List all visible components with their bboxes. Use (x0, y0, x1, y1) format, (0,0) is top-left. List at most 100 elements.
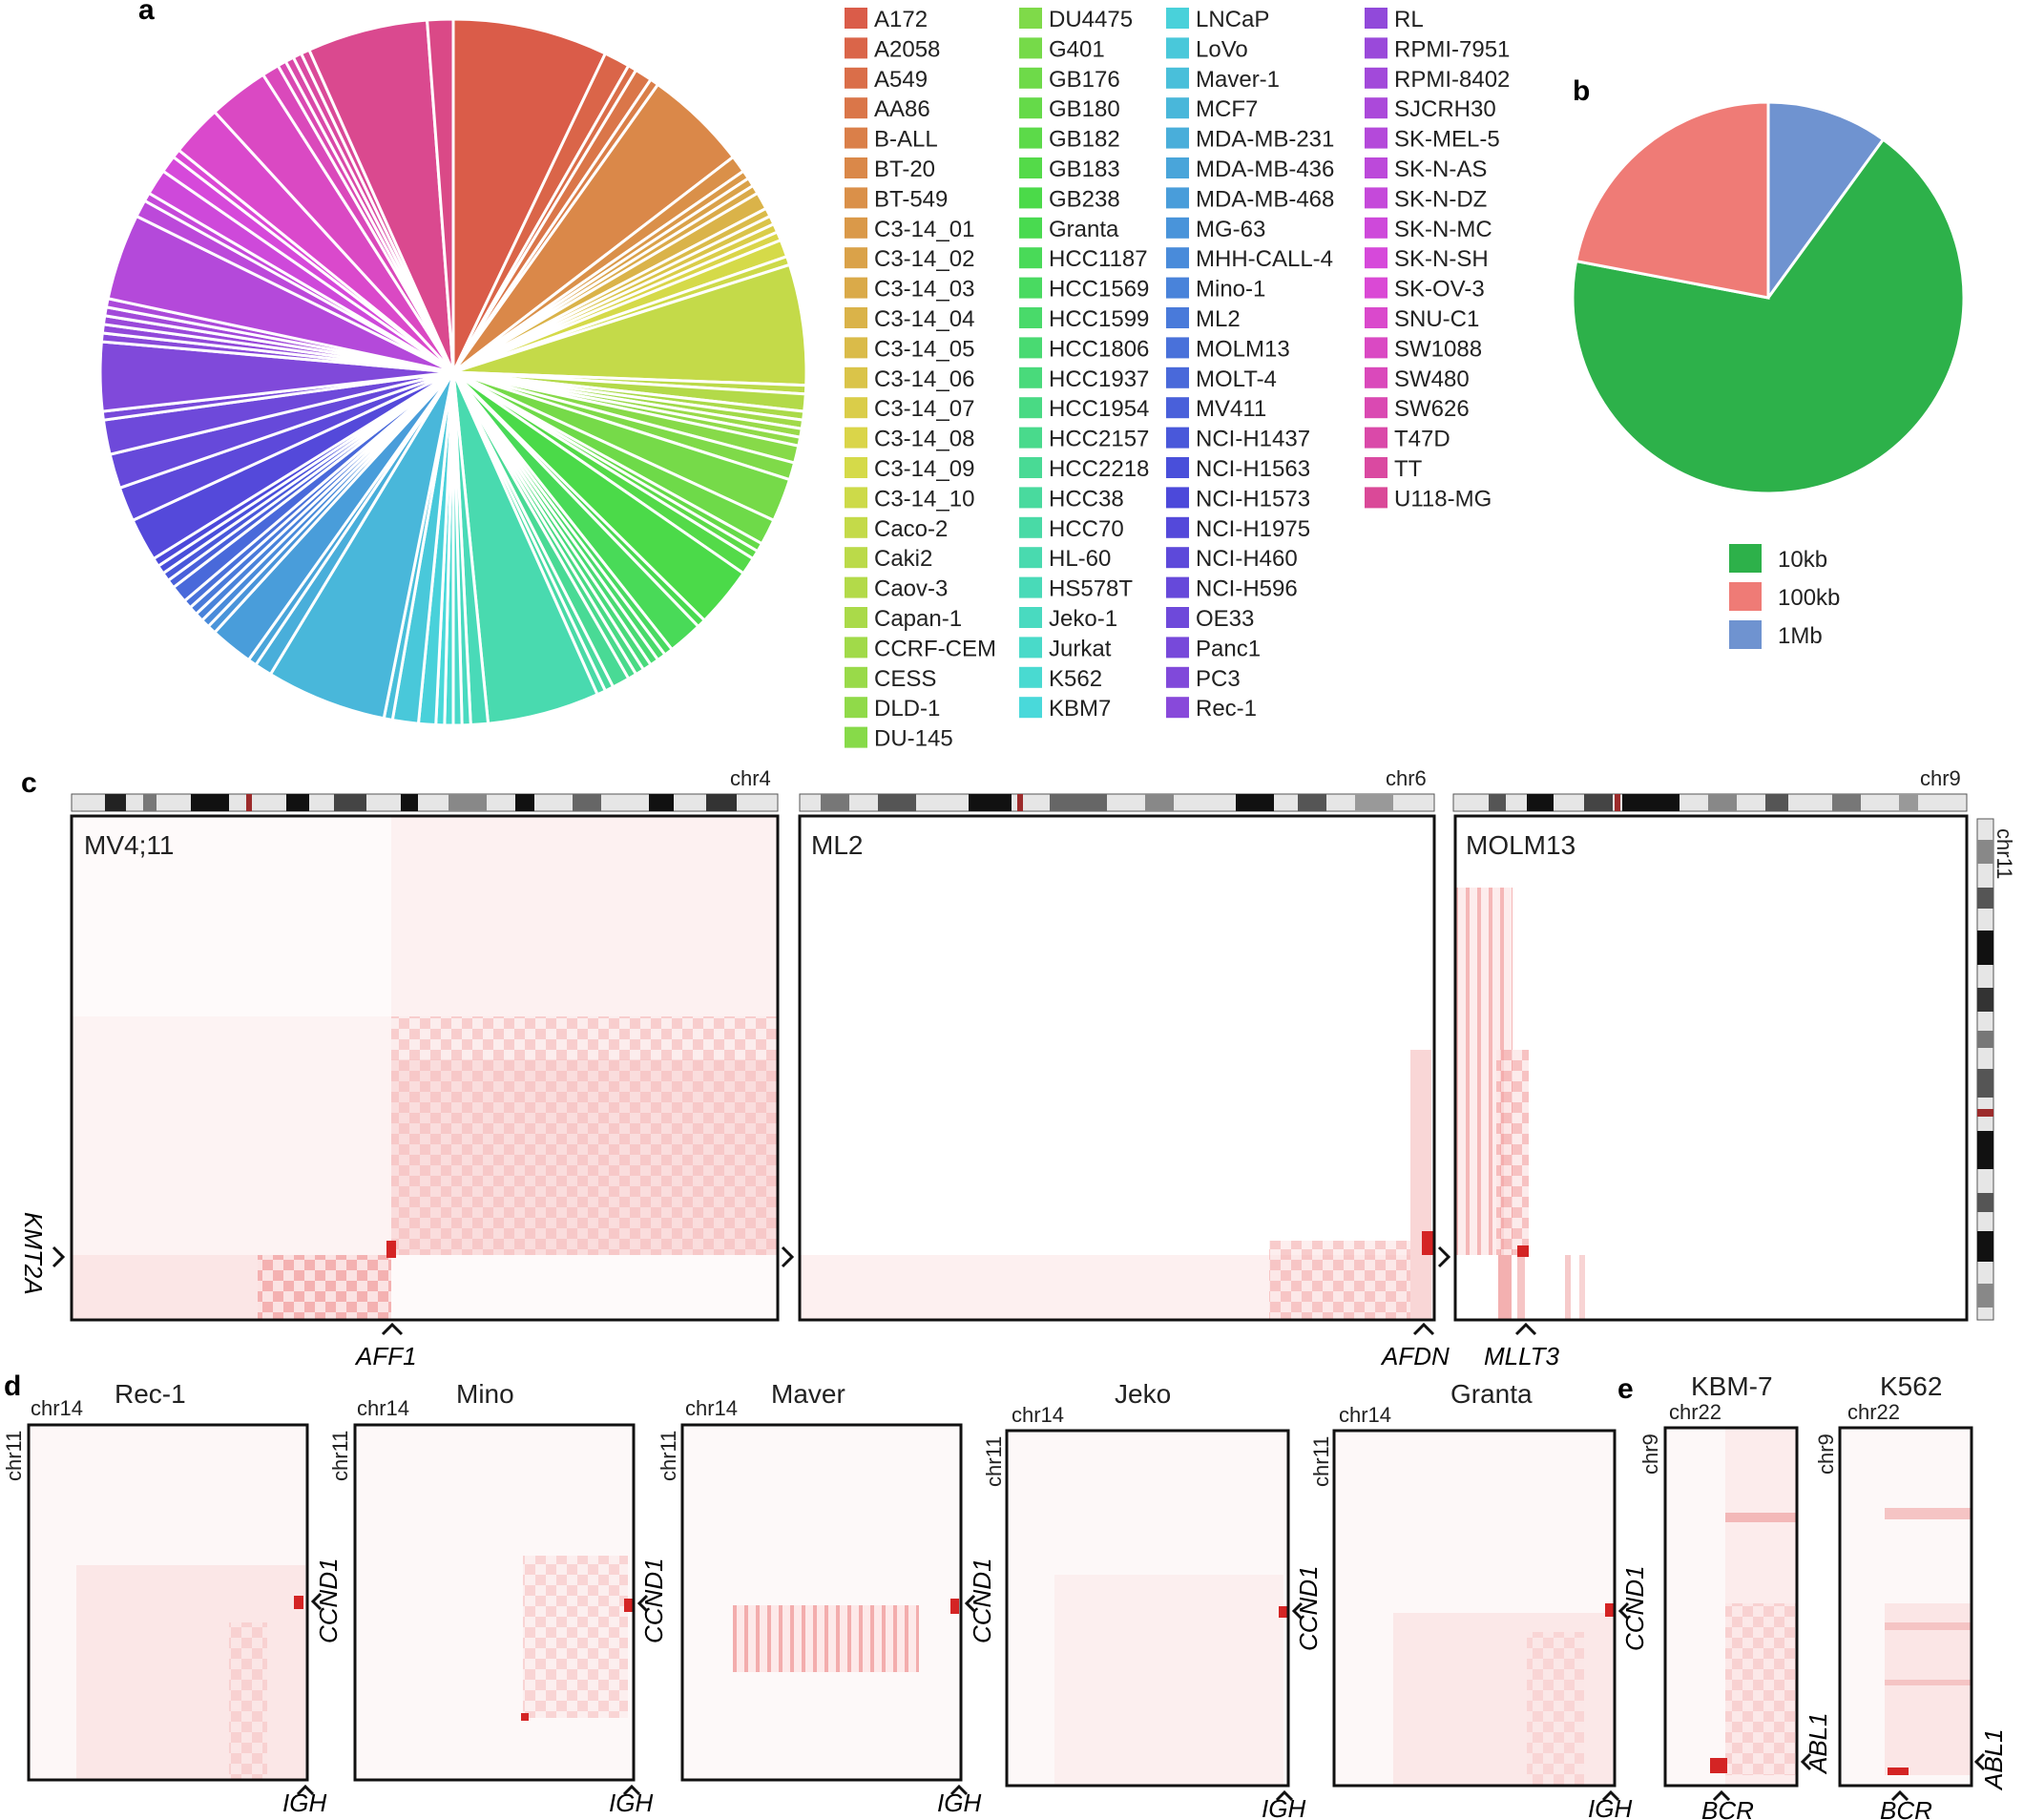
jeko-y-gene: CCND1 (1294, 1565, 1323, 1651)
legend-swatch-rpmi-7951 (1365, 37, 1388, 59)
legend-swatch-dld-1 (845, 697, 867, 719)
legend-swatch-mhh-call-4 (1166, 247, 1189, 269)
granta-igh-marker-icon (1601, 1789, 1620, 1802)
legend-swatch-rec-1 (1166, 697, 1189, 719)
legend-swatch-hcc2157 (1019, 427, 1042, 449)
kbm7-x-chrom: chr22 (1669, 1400, 1721, 1424)
legend-label-du-145: DU-145 (874, 726, 953, 752)
legend-swatch-b-all (845, 127, 867, 149)
legend-label-sw1088: SW1088 (1394, 336, 1482, 362)
legend-swatch-hcc1569 (1019, 277, 1042, 299)
legend-label-pc3: PC3 (1196, 666, 1241, 692)
legend-swatch-lncap (1166, 8, 1189, 29)
legend-label-aa86: AA86 (874, 96, 930, 122)
legend-label-maver-1: Maver-1 (1196, 67, 1280, 93)
resolution-legend: 10kb 100kb 1Mb (1729, 544, 1840, 649)
legend-label-lncap: LNCaP (1196, 7, 1269, 32)
legend-label-c3-14-09: C3-14_09 (874, 456, 974, 482)
granta-y-gene: CCND1 (1620, 1565, 1649, 1651)
legend-swatch-hcc1187 (1019, 247, 1042, 269)
mllt3-marker-icon (1514, 1322, 1537, 1336)
legend-label-hcc1806: HCC1806 (1049, 336, 1149, 362)
legend-swatch-c3-14-02 (845, 247, 867, 269)
legend-label-mcf7: MCF7 (1196, 96, 1258, 122)
legend-swatch-bt-549 (845, 187, 867, 209)
legend-label-du4475: DU4475 (1049, 7, 1133, 32)
mino-y-gene: CCND1 (639, 1558, 668, 1643)
legend-label-c3-14-08: C3-14_08 (874, 427, 974, 452)
resolution-swatch-100kb (1729, 582, 1762, 611)
legend-label-t47d: T47D (1394, 427, 1450, 452)
k562-abl1-marker-icon (1973, 1752, 1986, 1771)
legend-swatch-u118-mg (1365, 487, 1388, 509)
legend-label-sjcrh30: SJCRH30 (1394, 96, 1496, 122)
legend-swatch-nci-h460 (1166, 547, 1189, 569)
legend-label-b-all: B-ALL (874, 127, 938, 153)
heatmap-k562 (1838, 1426, 1973, 1788)
legend-swatch-kbm7 (1019, 697, 1042, 719)
rec1-x-chrom: chr14 (31, 1396, 83, 1420)
legend-swatch-hcc1937 (1019, 366, 1042, 388)
legend-label-c3-14-04: C3-14_04 (874, 306, 974, 332)
legend-swatch-sk-n-sh (1365, 247, 1388, 269)
legend-label-c3-14-03: C3-14_03 (874, 277, 974, 303)
legend-swatch-gb182 (1019, 127, 1042, 149)
legend-label-nci-h460: NCI-H460 (1196, 546, 1298, 572)
legend-swatch-mg-63 (1166, 217, 1189, 239)
maver-x-gene: IGH (937, 1789, 981, 1817)
legend-label-a2058: A2058 (874, 36, 940, 62)
legend-label-ccrf-cem: CCRF-CEM (874, 636, 996, 661)
kbm7-abl1-marker-icon (1800, 1752, 1812, 1771)
legend-swatch-sw480 (1365, 366, 1388, 388)
legend-swatch-rl (1365, 8, 1388, 29)
legend-label-a172: A172 (874, 7, 928, 32)
legend-label-jurkat: Jurkat (1049, 636, 1112, 661)
legend-swatch-mda-mb-436 (1166, 157, 1189, 178)
legend-swatch-maver-1 (1166, 67, 1189, 89)
legend-label-gb183: GB183 (1049, 157, 1120, 182)
ideogram-chr9 (1452, 793, 1968, 812)
legend-swatch-sk-n-mc (1365, 217, 1388, 239)
legend-label-rl: RL (1394, 7, 1424, 32)
legend-swatch-mda-mb-468 (1166, 187, 1189, 209)
legend-swatch-a549 (845, 67, 867, 89)
legend-label-caki2: Caki2 (874, 546, 932, 572)
ml2-kmt2a-marker-icon (781, 1245, 795, 1268)
legend-swatch-mda-mb-231 (1166, 127, 1189, 149)
legend-label-hcc2157: HCC2157 (1049, 427, 1149, 452)
mllt3-gene-label: MLLT3 (1484, 1342, 1560, 1370)
legend-label-sw480: SW480 (1394, 366, 1470, 392)
legend-swatch-mv411 (1166, 397, 1189, 419)
legend-label-granta: Granta (1049, 217, 1119, 242)
resolution-label-1mb: 1Mb (1778, 623, 1823, 649)
legend-label-sk-n-sh: SK-N-SH (1394, 246, 1489, 272)
rec1-x-gene: IGH (282, 1789, 326, 1817)
legend-swatch-sjcrh30 (1365, 97, 1388, 119)
legend-label-sk-mel-5: SK-MEL-5 (1394, 127, 1500, 153)
maver-y-chrom: chr11 (657, 1431, 680, 1481)
legend-swatch-c3-14-07 (845, 397, 867, 419)
afdn-gene-label: AFDN (1380, 1342, 1450, 1370)
granta-x-gene: IGH (1588, 1794, 1632, 1820)
legend-swatch-hcc1599 (1019, 307, 1042, 328)
legend-label-hcc38: HCC38 (1049, 486, 1124, 512)
legend-swatch-gb238 (1019, 187, 1042, 209)
legend-label-hcc1187: HCC1187 (1049, 246, 1148, 272)
legend-label-sw626: SW626 (1394, 396, 1470, 422)
legend-swatch-c3-14-08 (845, 427, 867, 449)
legend-label-gb182: GB182 (1049, 127, 1120, 153)
chr9-label: chr9 (1920, 766, 1961, 790)
heatmap-ml2 (798, 814, 1436, 1322)
heatmap-maver (680, 1423, 963, 1782)
legend-label-tt: TT (1394, 456, 1423, 482)
mino-igh-marker-icon (622, 1784, 641, 1796)
legend-swatch-hs578t (1019, 576, 1042, 598)
molm13-kmt2a-marker-icon (1437, 1245, 1451, 1268)
legend-label-g401: G401 (1049, 36, 1105, 62)
legend-label-a549: A549 (874, 67, 928, 93)
rec1-ccnd1-marker-icon (310, 1592, 323, 1611)
rec1-y-chrom: chr11 (2, 1431, 26, 1481)
legend-label-caco-2: Caco-2 (874, 516, 948, 542)
legend-label-rec-1: Rec-1 (1196, 696, 1257, 722)
legend-label-mg-63: MG-63 (1196, 217, 1265, 242)
